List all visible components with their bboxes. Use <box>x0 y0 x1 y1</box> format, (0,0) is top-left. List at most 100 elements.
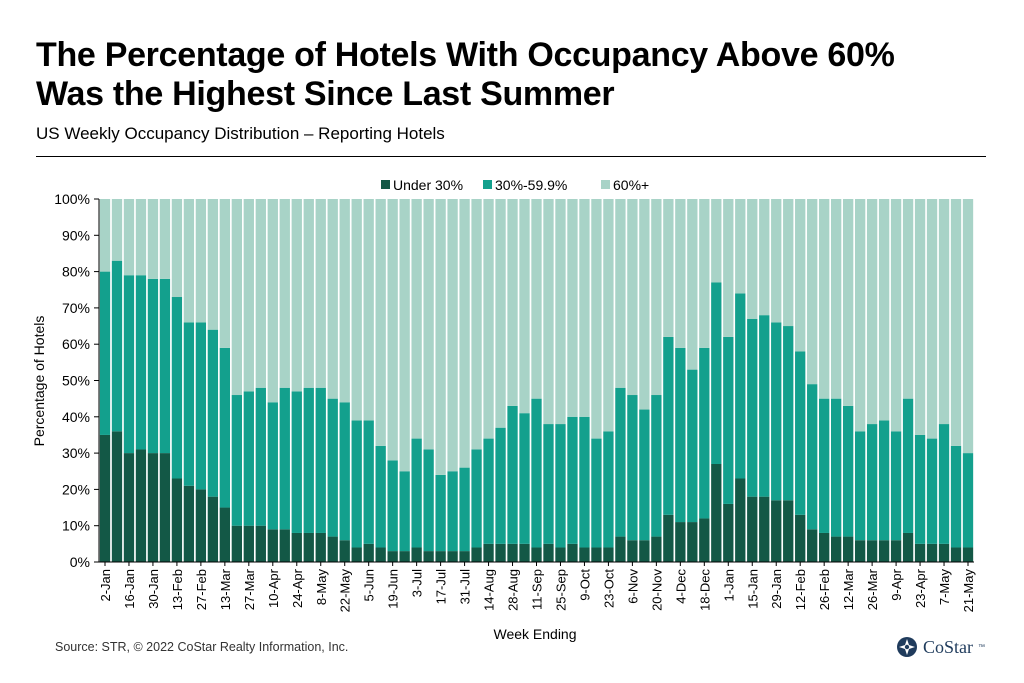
x-tick-label: 30-Jan <box>146 569 161 609</box>
bar-segment-under-30 <box>171 478 183 562</box>
bar-segment-under-30 <box>207 496 219 562</box>
bar-segment-60-plus <box>159 199 171 279</box>
y-tick-label: 0% <box>70 554 90 570</box>
bar-segment-30-60 <box>471 449 482 548</box>
bar-segment-under-30 <box>759 496 770 562</box>
bar-segment-30-60 <box>315 387 326 533</box>
bar-segment-30-60 <box>519 413 530 544</box>
legend-swatch <box>381 180 390 189</box>
x-tick-label: 19-Jun <box>386 569 401 609</box>
bar-segment-30-60 <box>411 438 422 548</box>
legend-label: 60%+ <box>613 177 649 193</box>
bar-segment-30-60 <box>123 275 135 454</box>
x-tick-label: 16-Jan <box>122 569 137 609</box>
bar-segment-under-30 <box>147 453 159 562</box>
bar-segment-under-30 <box>231 525 242 562</box>
bar-segment-30-60 <box>567 416 578 544</box>
costar-star-icon <box>897 637 917 657</box>
bar-segment-60-plus <box>231 199 242 396</box>
x-tick-label: 12-Mar <box>841 568 856 610</box>
bar-segment-30-60 <box>183 322 195 486</box>
x-tick-label: 13-Feb <box>170 569 185 610</box>
bar-segment-60-plus <box>267 199 278 403</box>
bar-segment-under-30 <box>783 500 794 562</box>
bar-segment-under-30 <box>878 540 890 562</box>
bar-segment-under-30 <box>183 485 195 562</box>
bar-segment-under-30 <box>567 543 578 562</box>
bar-segment-60-plus <box>699 199 710 348</box>
bar-segment-under-30 <box>507 543 518 562</box>
bar-segment-60-plus <box>195 199 207 323</box>
bar-segment-30-60 <box>854 431 866 541</box>
bar-segment-60-plus <box>890 199 902 432</box>
bar-segment-60-plus <box>651 199 662 396</box>
y-tick-label: 10% <box>62 518 90 534</box>
bar-segment-30-60 <box>555 424 566 548</box>
x-tick-label: 11-Sep <box>530 569 545 610</box>
bar-segment-60-plus <box>663 199 674 337</box>
bar-segment-30-60 <box>231 395 242 526</box>
bar-segment-30-60 <box>111 260 123 432</box>
x-tick-label: 6-Nov <box>625 569 640 604</box>
bar-segment-60-plus <box>183 199 195 323</box>
bar-segment-30-60 <box>291 391 302 533</box>
bar-segment-30-60 <box>243 391 254 526</box>
bar-segment-30-60 <box>387 460 398 552</box>
bar-segment-60-plus <box>831 199 842 399</box>
bar-segment-30-60 <box>866 424 878 541</box>
legend: Under 30% 30%-59.9% 60%+ <box>381 177 649 193</box>
bar-segment-under-30 <box>555 547 566 562</box>
bar-segment-under-30 <box>866 540 878 562</box>
bar-segment-30-60 <box>699 347 710 519</box>
bars <box>99 199 974 562</box>
title-divider <box>36 156 986 157</box>
bar-segment-under-30 <box>735 478 746 562</box>
bar-segment-under-30 <box>795 514 806 562</box>
bar-segment-under-30 <box>219 507 231 562</box>
bar-segment-30-60 <box>663 336 674 515</box>
bar-segment-under-30 <box>243 525 254 562</box>
bar-segment-60-plus <box>567 199 578 417</box>
bar-segment-under-30 <box>938 543 950 562</box>
bar-segment-30-60 <box>375 445 386 548</box>
bar-segment-under-30 <box>279 529 290 562</box>
bar-segment-30-60 <box>195 322 207 490</box>
bar-segment-60-plus <box>255 199 266 388</box>
x-tick-label: 31-Jul <box>458 569 473 605</box>
bar-segment-under-30 <box>579 547 590 562</box>
bar-segment-under-30 <box>663 514 674 562</box>
bar-segment-60-plus <box>747 199 758 319</box>
bar-segment-30-60 <box>603 431 614 548</box>
bar-segment-60-plus <box>591 199 602 439</box>
bar-segment-under-30 <box>471 547 482 562</box>
bar-segment-under-30 <box>363 543 374 562</box>
bar-segment-60-plus <box>687 199 698 370</box>
bar-segment-60-plus <box>483 199 494 439</box>
bar-segment-under-30 <box>807 529 818 562</box>
bar-segment-60-plus <box>938 199 950 425</box>
bar-segment-60-plus <box>854 199 866 432</box>
x-tick-label: 8-May <box>314 569 329 606</box>
bar-segment-30-60 <box>399 471 410 552</box>
y-tick-label: 20% <box>62 481 90 497</box>
x-tick-label: 28-Aug <box>506 569 521 611</box>
bar-segment-30-60 <box>147 278 159 454</box>
x-tick-label: 17-Jul <box>434 569 449 605</box>
chart-title: The Percentage of Hotels With Occupancy … <box>36 36 996 114</box>
bar-segment-30-60 <box>459 467 470 552</box>
bar-segment-30-60 <box>591 438 602 548</box>
bar-segment-30-60 <box>962 453 974 548</box>
y-tick-label: 60% <box>62 336 90 352</box>
bar-segment-30-60 <box>219 347 231 508</box>
bar-segment-under-30 <box>255 525 266 562</box>
bar-segment-60-plus <box>842 199 854 406</box>
bar-segment-60-plus <box>795 199 806 352</box>
bar-segment-60-plus <box>675 199 686 348</box>
bar-segment-under-30 <box>687 522 698 562</box>
x-tick-label: 27-Feb <box>194 569 209 610</box>
logo-trademark: ™ <box>978 643 986 651</box>
bar-segment-30-60 <box>447 471 458 552</box>
bar-segment-under-30 <box>699 518 710 562</box>
y-tick-label: 80% <box>62 264 90 280</box>
